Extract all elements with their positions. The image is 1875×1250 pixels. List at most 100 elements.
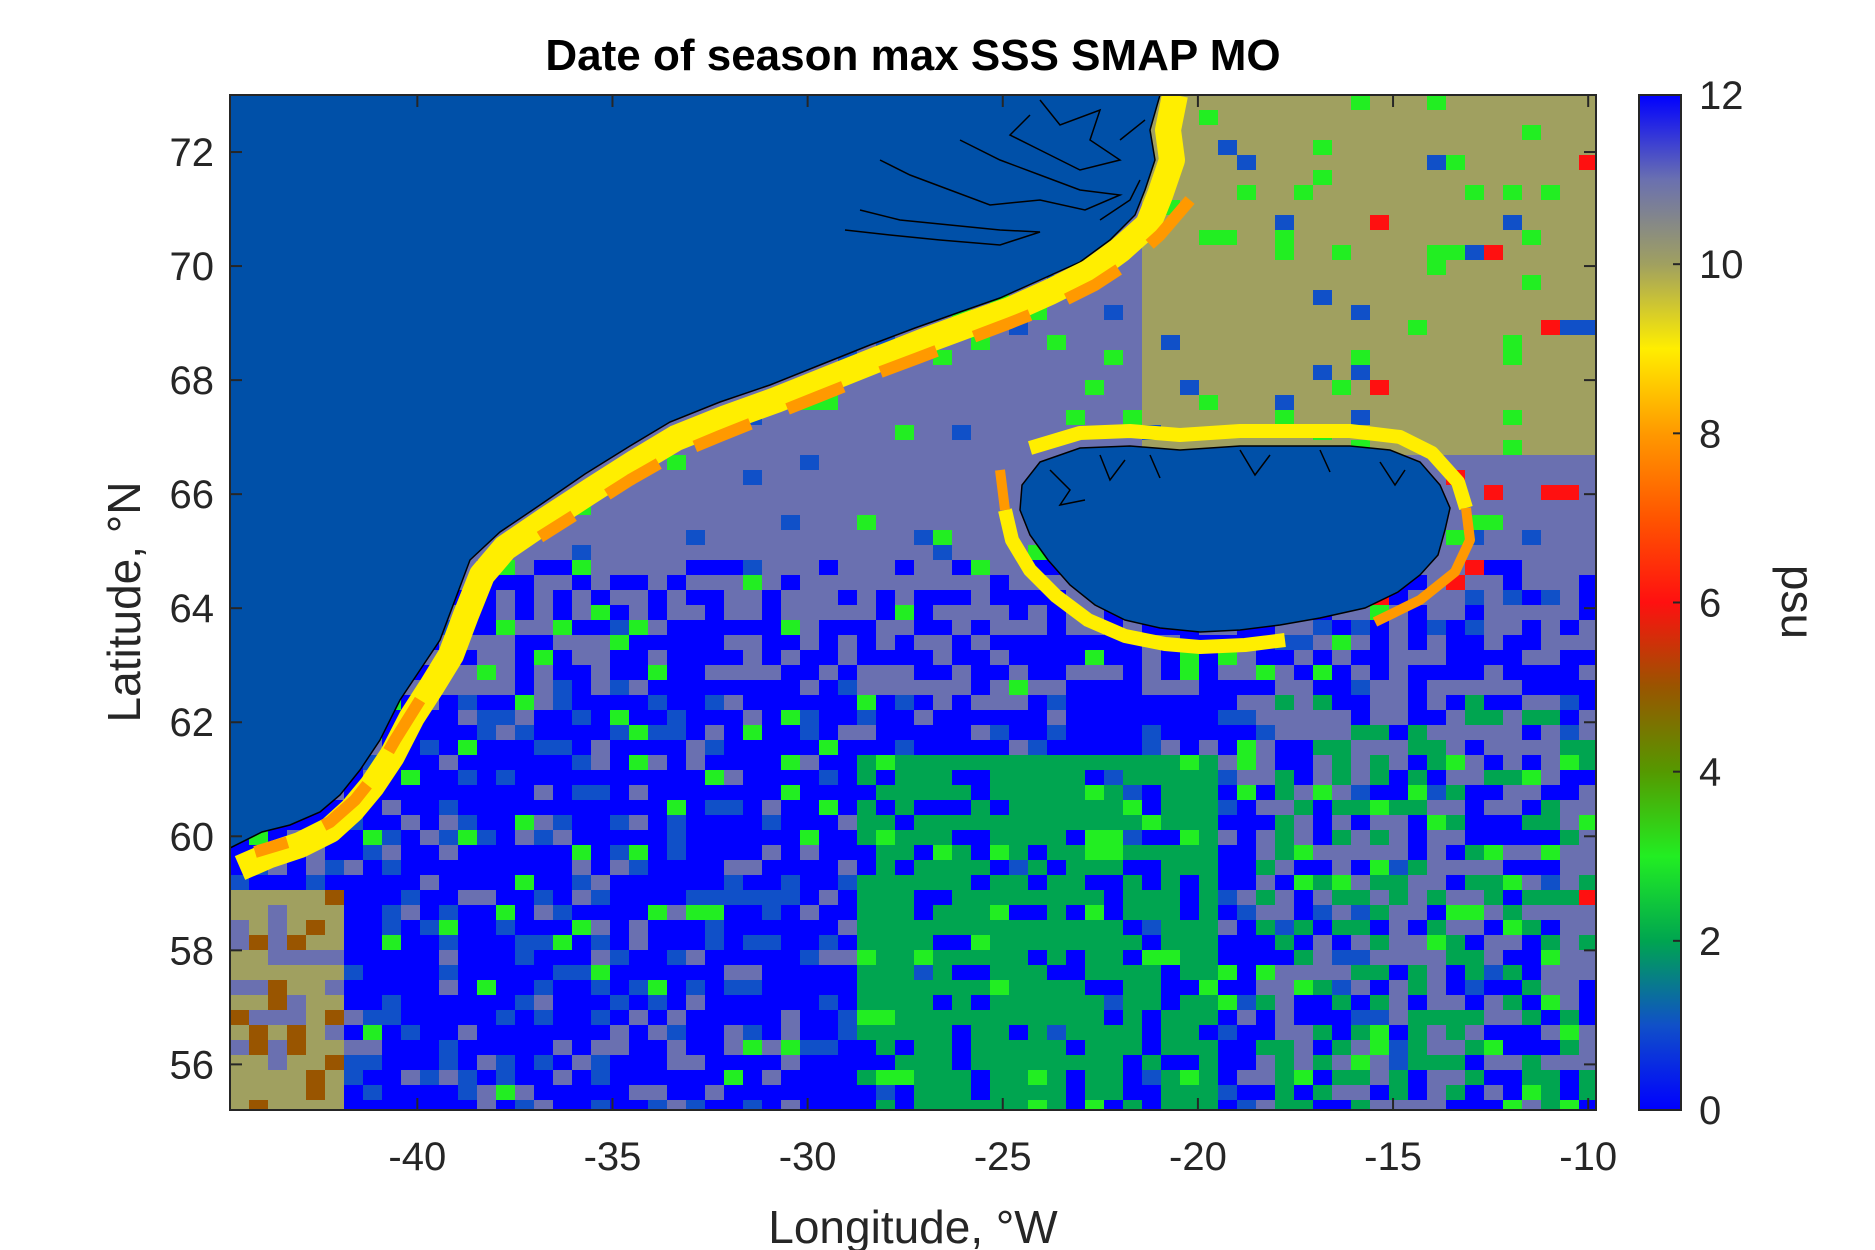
heatmap-cell — [1237, 785, 1257, 801]
heatmap-cell — [1389, 620, 1409, 636]
heatmap-cell — [496, 710, 516, 726]
heatmap-cell — [990, 425, 1010, 441]
y-tick-label: 68 — [170, 359, 215, 403]
heatmap-cell — [1199, 365, 1219, 381]
heatmap-cell — [1579, 500, 1596, 516]
heatmap-cell — [1446, 710, 1466, 726]
heatmap-cell — [743, 965, 763, 981]
heatmap-cell — [667, 1085, 687, 1101]
heatmap-cell — [743, 1100, 763, 1110]
heatmap-cell — [610, 830, 630, 846]
heatmap-cell — [553, 995, 573, 1011]
heatmap-cell — [306, 995, 326, 1011]
heatmap-cell — [1085, 1025, 1105, 1041]
heatmap-cell — [1009, 770, 1029, 786]
heatmap-cell — [1427, 395, 1447, 411]
heatmap-cell — [800, 1010, 820, 1026]
heatmap-cell — [534, 875, 554, 891]
heatmap-cell — [1028, 320, 1048, 336]
heatmap-cell — [1180, 185, 1200, 201]
heatmap-cell — [458, 680, 478, 696]
heatmap-cell — [914, 980, 934, 996]
heatmap-cell — [1389, 110, 1409, 126]
heatmap-cell — [1560, 980, 1580, 996]
heatmap-cell — [363, 995, 383, 1011]
heatmap-cell — [287, 875, 307, 891]
heatmap-cell — [1085, 410, 1105, 426]
heatmap-cell — [1522, 110, 1542, 126]
heatmap-cell — [1180, 875, 1200, 891]
heatmap-cell — [1218, 1010, 1238, 1026]
heatmap-cell — [1465, 1040, 1485, 1056]
heatmap-cell — [781, 605, 801, 621]
heatmap-cell — [1370, 350, 1390, 366]
heatmap-cell — [1047, 365, 1067, 381]
heatmap-cell — [724, 890, 744, 906]
heatmap-cell — [534, 1055, 554, 1071]
heatmap-cell — [1332, 695, 1352, 711]
heatmap-cell — [914, 935, 934, 951]
heatmap-cell — [610, 680, 630, 696]
heatmap-cell — [819, 710, 839, 726]
heatmap-cell — [1313, 380, 1333, 396]
heatmap-cell — [1522, 455, 1542, 471]
heatmap-cell — [667, 920, 687, 936]
heatmap-cell — [572, 1055, 592, 1071]
heatmap-cell — [1541, 920, 1561, 936]
heatmap-cell — [1123, 980, 1143, 996]
heatmap-cell — [1009, 1010, 1029, 1026]
heatmap-cell — [990, 710, 1010, 726]
heatmap-cell — [1009, 605, 1029, 621]
heatmap-cell — [1408, 695, 1428, 711]
heatmap-cell — [800, 485, 820, 501]
heatmap-cell — [1066, 860, 1086, 876]
heatmap-cell — [420, 725, 440, 741]
heatmap-cell — [1256, 920, 1276, 936]
heatmap-cell — [1541, 335, 1561, 351]
heatmap-cell — [1218, 395, 1238, 411]
heatmap-cell — [1446, 1010, 1466, 1026]
heatmap-cell — [686, 710, 706, 726]
heatmap-cell — [1237, 980, 1257, 996]
heatmap-cell — [1332, 185, 1352, 201]
heatmap-cell — [933, 665, 953, 681]
heatmap-cell — [1066, 1070, 1086, 1086]
heatmap-cell — [876, 530, 896, 546]
heatmap-cell — [401, 965, 421, 981]
heatmap-cell — [838, 395, 858, 411]
heatmap-cell — [629, 905, 649, 921]
heatmap-cell — [439, 905, 459, 921]
heatmap-cell — [1560, 125, 1580, 141]
heatmap-cell — [952, 410, 972, 426]
heatmap-cell — [1009, 350, 1029, 366]
heatmap-cell — [1104, 680, 1124, 696]
heatmap-cell — [1009, 905, 1029, 921]
heatmap-cell — [838, 620, 858, 636]
heatmap-cell — [1560, 755, 1580, 771]
heatmap-cell — [1446, 590, 1466, 606]
heatmap-cell — [952, 890, 972, 906]
heatmap-cell — [1446, 395, 1466, 411]
heatmap-cell — [1180, 275, 1200, 291]
heatmap-cell — [1218, 275, 1238, 291]
heatmap-cell — [1313, 365, 1333, 381]
heatmap-cell — [610, 890, 630, 906]
heatmap-cell — [1408, 875, 1428, 891]
heatmap-cell — [1389, 365, 1409, 381]
heatmap-cell — [1085, 1070, 1105, 1086]
heatmap-cell — [1579, 275, 1596, 291]
heatmap-cell — [895, 650, 915, 666]
heatmap-cell — [325, 905, 345, 921]
heatmap-cell — [743, 905, 763, 921]
heatmap-cell — [1503, 545, 1523, 561]
heatmap-cell — [1389, 380, 1409, 396]
heatmap-cell — [876, 920, 896, 936]
heatmap-cell — [1123, 275, 1143, 291]
heatmap-cell — [1370, 635, 1390, 651]
heatmap-cell — [762, 515, 782, 531]
heatmap-cell — [933, 650, 953, 666]
heatmap-cell — [325, 1070, 345, 1086]
heatmap-cell — [876, 740, 896, 756]
heatmap-cell — [1503, 995, 1523, 1011]
heatmap-cell — [914, 950, 934, 966]
